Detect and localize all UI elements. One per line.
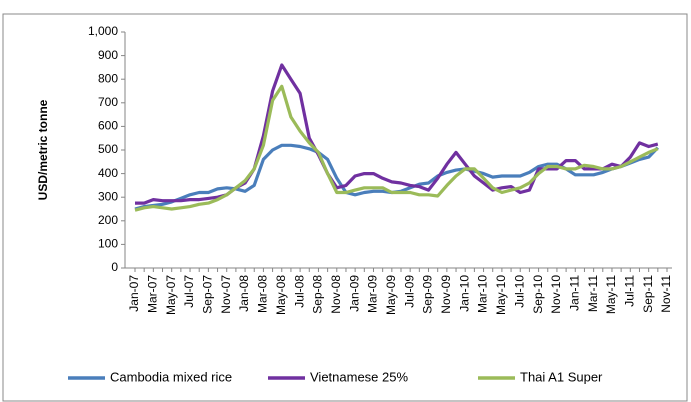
x-tick-label: May-08 [274, 275, 288, 315]
x-tick-label: Mar-11 [586, 275, 600, 312]
legend-label: Vietnamese 25% [310, 369, 408, 384]
x-tick-label: Jan-09 [347, 275, 361, 312]
x-tick-label: Mar-08 [256, 275, 270, 313]
legend-label: Thai A1 Super [520, 369, 603, 384]
x-tick-label: Jan-08 [237, 275, 251, 312]
x-tick-label: Jan-10 [457, 275, 471, 312]
x-tick-label: Jan-07 [127, 275, 141, 312]
y-tick-label: 100 [98, 237, 118, 251]
x-tick-label: May-10 [494, 275, 508, 315]
y-tick-label: 200 [98, 213, 118, 227]
series-line [134, 84, 659, 212]
x-tick-label: Nov-11 [659, 275, 673, 313]
x-tick-label: Nov-07 [219, 275, 233, 314]
x-tick-label: May-07 [164, 275, 178, 315]
x-tick-label: Jul-08 [292, 275, 306, 308]
y-tick-label: 300 [98, 189, 118, 203]
y-tick-label: 0 [111, 260, 118, 274]
x-tick-label: Sep-08 [311, 275, 325, 314]
x-tick-label: Mar-07 [146, 275, 160, 313]
x-tick-label: Sep-09 [421, 275, 435, 314]
y-tick-label: 800 [98, 71, 118, 85]
x-tick-label: Jul-11 [622, 275, 636, 307]
x-tick-label: Nov-10 [549, 275, 563, 314]
legend-label: Cambodia mixed rice [110, 369, 232, 384]
x-tick-label: Sep-07 [201, 275, 215, 314]
x-tick-label: Jul-10 [512, 275, 526, 308]
x-tick-label: Sep-10 [531, 275, 545, 314]
y-tick-label: 500 [98, 142, 118, 156]
y-tick-label: 900 [98, 48, 118, 62]
x-tick-label: May-09 [384, 275, 398, 315]
y-tick-label: 1,000 [88, 24, 118, 38]
chart-frame [2, 13, 688, 402]
y-tick-label: 400 [98, 166, 118, 180]
y-tick-label: 600 [98, 119, 118, 133]
x-tick-label: Jul-09 [402, 275, 416, 308]
y-tick-label: 700 [98, 95, 118, 109]
x-tick-label: Mar-10 [476, 275, 490, 313]
x-tick-label: Jul-07 [182, 275, 196, 308]
x-tick-label: Jan-11 [567, 275, 581, 311]
x-tick-label: Nov-08 [329, 275, 343, 314]
y-axis-label: USD/metric tonne [36, 99, 50, 200]
x-tick-label: Mar-09 [366, 275, 380, 313]
x-tick-label: May-11 [604, 275, 618, 314]
x-tick-label: Sep-11 [641, 275, 655, 313]
x-tick-label: Nov-09 [439, 275, 453, 314]
